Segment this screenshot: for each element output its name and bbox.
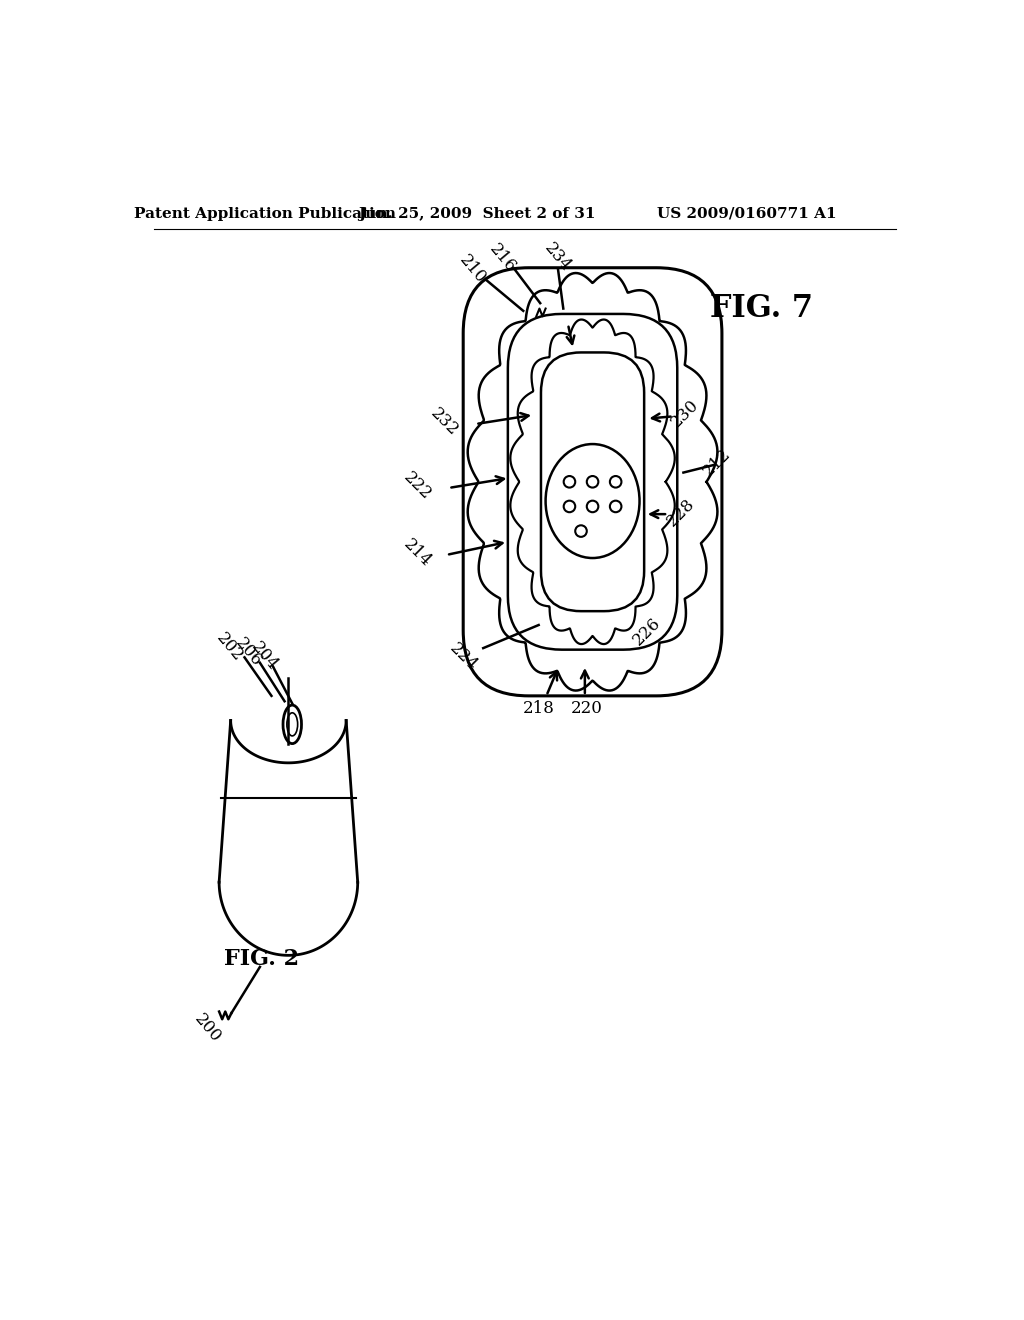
Text: 234: 234 — [541, 239, 573, 275]
Text: Patent Application Publication: Patent Application Publication — [134, 207, 396, 220]
Text: 232: 232 — [427, 404, 462, 440]
Text: FIG. 2: FIG. 2 — [224, 948, 299, 970]
Text: 222: 222 — [399, 469, 434, 503]
Text: 210: 210 — [456, 252, 489, 286]
Text: 204: 204 — [248, 638, 282, 673]
Text: 200: 200 — [190, 1011, 224, 1047]
Text: 228: 228 — [664, 495, 698, 529]
Text: 212: 212 — [700, 445, 734, 480]
Text: FIG. 7: FIG. 7 — [711, 293, 813, 323]
Text: 214: 214 — [399, 536, 434, 570]
Text: US 2009/0160771 A1: US 2009/0160771 A1 — [656, 207, 837, 220]
Text: 226: 226 — [629, 615, 664, 649]
Text: 206: 206 — [231, 635, 265, 671]
Text: 220: 220 — [570, 701, 602, 718]
Text: Jun. 25, 2009  Sheet 2 of 31: Jun. 25, 2009 Sheet 2 of 31 — [358, 207, 596, 220]
Text: 216: 216 — [485, 240, 519, 276]
Text: 230: 230 — [668, 397, 702, 432]
Text: 224: 224 — [445, 640, 480, 675]
Text: 218: 218 — [522, 701, 555, 718]
Text: 202: 202 — [212, 630, 246, 665]
